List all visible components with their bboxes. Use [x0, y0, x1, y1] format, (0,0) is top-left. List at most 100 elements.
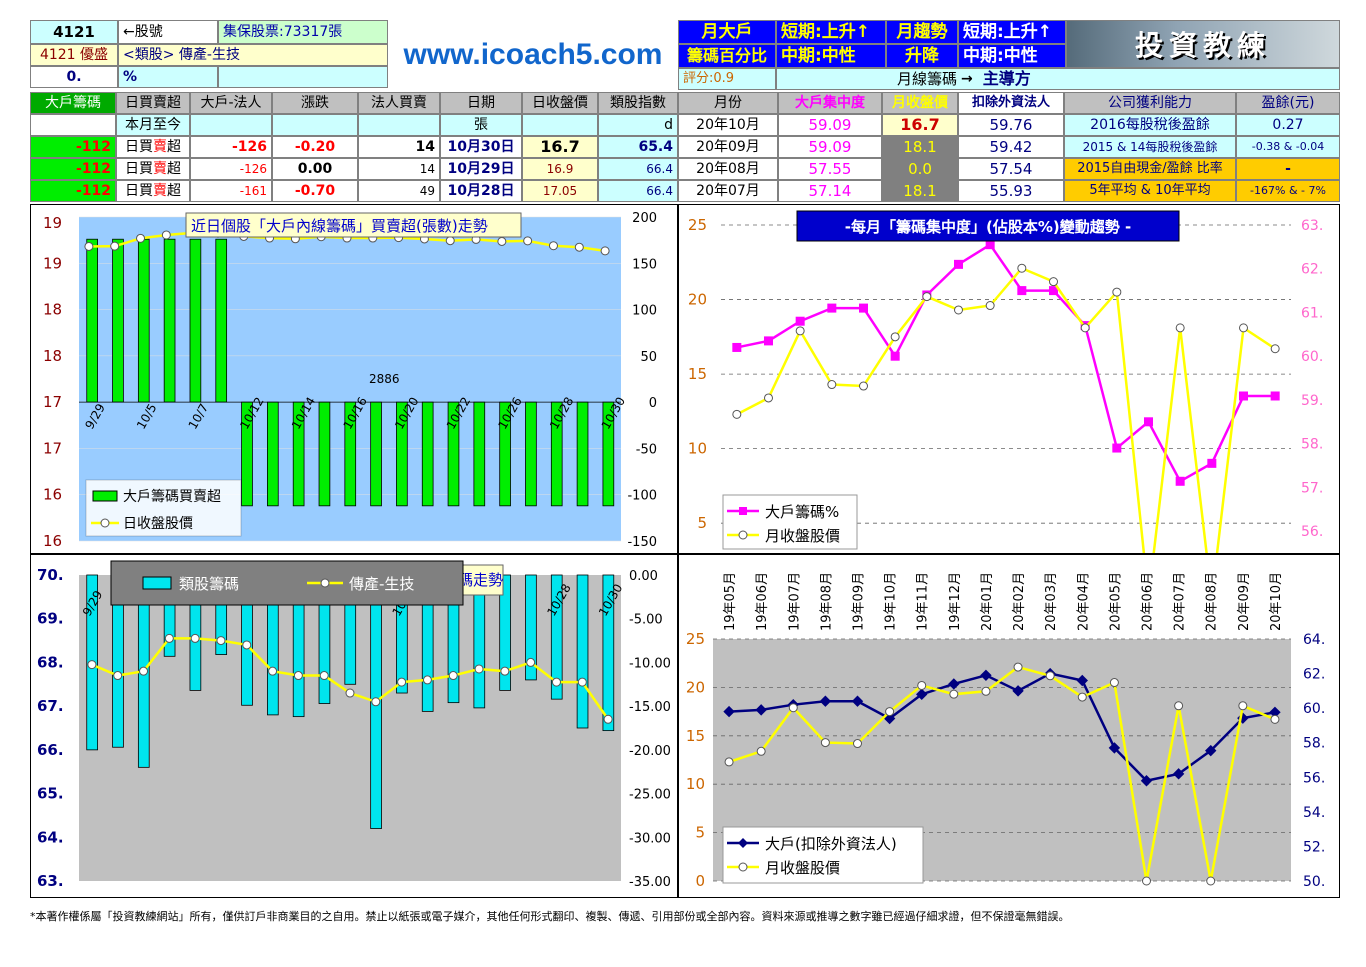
x-tick-label: 20年01月 [980, 572, 995, 631]
legend-swatch-marker [739, 507, 747, 515]
left-tick-label: 16 [43, 532, 62, 550]
r3-major: -112 [30, 180, 116, 202]
sector-index-point [216, 636, 226, 646]
monthly-chip-cell: 月線籌碼 → 主導方 [776, 68, 1340, 90]
monthly-chip-label: 月線籌碼 [897, 70, 958, 88]
r3-index: 66.4 [598, 180, 678, 202]
sector-index-point [474, 664, 484, 674]
left-tick-label: 17 [43, 439, 62, 457]
r2-date: 10月29日 [440, 158, 522, 180]
mid-term-1: 中期:中性 [776, 44, 886, 68]
right-tick-label: -25.00 [629, 788, 671, 803]
r3-change: -0.70 [272, 180, 358, 202]
concentration-point [1239, 391, 1248, 401]
left-tick-label: 5 [697, 514, 707, 532]
right-tick-label: 100 [632, 304, 657, 319]
rr4-conc: 57.14 [778, 180, 882, 202]
th-close: 日收盤價 [522, 92, 598, 114]
left-tick-label: 70. [37, 566, 64, 584]
concentration-point [1017, 286, 1027, 296]
rr4-prof: 5年平均 & 10年平均 [1064, 180, 1236, 202]
bar [576, 574, 589, 729]
chart-title: -每月「籌碼集中度」(佔股本%)變動趨勢 - [845, 218, 1131, 236]
monthly-close-point [1109, 678, 1119, 688]
left-tick-label: 64. [37, 828, 64, 846]
sector-index-point [526, 657, 536, 667]
th-date: 日期 [440, 92, 522, 114]
right-tick-label: 62. [1301, 262, 1323, 278]
rr2-ex: 59.42 [958, 136, 1064, 158]
monthly-close-point [1238, 701, 1248, 711]
sector-index-point [268, 666, 278, 676]
x-tick-label: 20年02月 [1012, 572, 1027, 631]
r3-date: 10月28日 [440, 180, 522, 202]
r2-label: 日買賣超 [116, 158, 190, 180]
th-major-chip: 大戶籌碼 [30, 92, 116, 114]
right-tick-label: 61. [1301, 305, 1323, 321]
left-tick-label: 10 [686, 775, 705, 793]
ex-foreign-point [1140, 775, 1153, 787]
chart-major-net: 200150100500-50-100-15019191818171716169… [43, 211, 657, 550]
right-tick-label: 54. [1303, 805, 1325, 821]
ex-foreign-point [1205, 744, 1217, 757]
left-tick-label: 18 [43, 301, 62, 319]
website-banner: www.icoach5.com [388, 20, 678, 90]
right-tick-label: 200 [632, 211, 657, 226]
ex-foreign-point [980, 669, 992, 682]
concentration-point [1175, 476, 1185, 486]
concentration-point [1207, 458, 1217, 468]
legend-swatch-marker [738, 838, 748, 848]
legend-label: 類股籌碼 [179, 575, 239, 593]
r1-label-text: 日買賣超 [125, 139, 181, 155]
rr1-ex: 59.76 [958, 114, 1064, 136]
bar [499, 574, 511, 691]
sector-index-point [577, 677, 587, 687]
concentration-point [1270, 391, 1280, 401]
close-price-point [161, 230, 171, 240]
sector-index-point [448, 671, 458, 681]
ex-foreign-point [1172, 768, 1185, 780]
r2-inst: 14 [358, 158, 440, 180]
legend-swatch-marker [738, 862, 748, 872]
footer-disclaimer: *本著作權係屬「投資教練網站」所有，僅供訂戶非商業目的之自用。禁止以紙張或電子媒… [30, 910, 1070, 923]
monthly-close-point [1013, 662, 1023, 672]
monthly-close-point [827, 380, 837, 390]
chart-panel-3: 0.00 -5.00 -10.00 -15.00 -20.00 -25.00 -30.00 -… [30, 554, 678, 898]
sector-index-point [319, 671, 329, 681]
close-price-point [84, 241, 94, 251]
chart-panel-2: 25 20 15 10 5 63. 62. 61. 60. 59. 58. 57. 56. -每月「籌碼集… [678, 204, 1340, 603]
right-tick-label: 150 [632, 257, 657, 272]
r3-label-text: 日買賣超 [125, 183, 181, 199]
left-tick-label: 25 [688, 216, 707, 234]
left-tick-label: 0 [695, 872, 705, 890]
score: 評分:0.9 [678, 68, 776, 90]
close-price-point [523, 236, 533, 246]
th-eps: 盈餘(元) [1236, 92, 1340, 114]
monthly-close-point [756, 746, 766, 756]
th-inst-trade: 法人買賣 [358, 92, 440, 114]
website-url[interactable]: www.icoach5.com [403, 38, 663, 71]
monthly-close-point [1142, 876, 1151, 886]
r2-major: -112 [30, 158, 116, 180]
ex-foreign-point [819, 695, 832, 707]
right-tick-label: 57. [1301, 480, 1323, 496]
right-tick-label: 60. [1303, 701, 1325, 717]
right-tick-label: 0 [649, 396, 657, 411]
monthly-close-point [853, 739, 862, 749]
r1-index: 65.4 [598, 136, 678, 158]
x-tick-label: 20年10月 [1269, 572, 1284, 631]
legend-label: 月收盤股價 [765, 859, 840, 877]
left-tick-label: 17 [43, 393, 62, 411]
ex-foreign-point [1108, 742, 1121, 754]
monthly-close-point [859, 381, 868, 391]
r2-close: 16.9 [522, 158, 598, 180]
bar [215, 238, 228, 403]
sector-index-point [190, 633, 200, 643]
monthly-close-point [1049, 277, 1058, 287]
table-right: 月份 大戶集中度 月收盤價 扣除外資法人 公司獲利能力 盈餘(元) 20年10月… [678, 92, 1340, 204]
legend-label: 傳產-生技 [349, 575, 414, 593]
monthly-close-point [885, 707, 895, 717]
x-tick-label: 20年06月 [1141, 572, 1156, 631]
right-tick-label: 58. [1301, 437, 1323, 453]
left-tick-label: 15 [686, 727, 705, 745]
